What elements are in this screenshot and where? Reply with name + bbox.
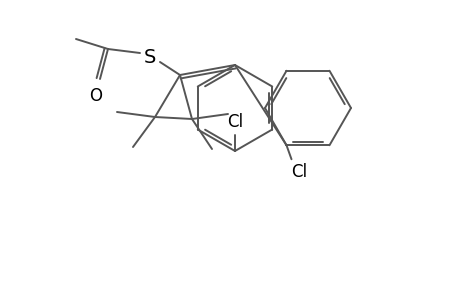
Text: O: O (90, 87, 102, 105)
Text: S: S (144, 47, 156, 67)
Text: Cl: Cl (226, 113, 242, 131)
Text: Cl: Cl (291, 163, 307, 181)
